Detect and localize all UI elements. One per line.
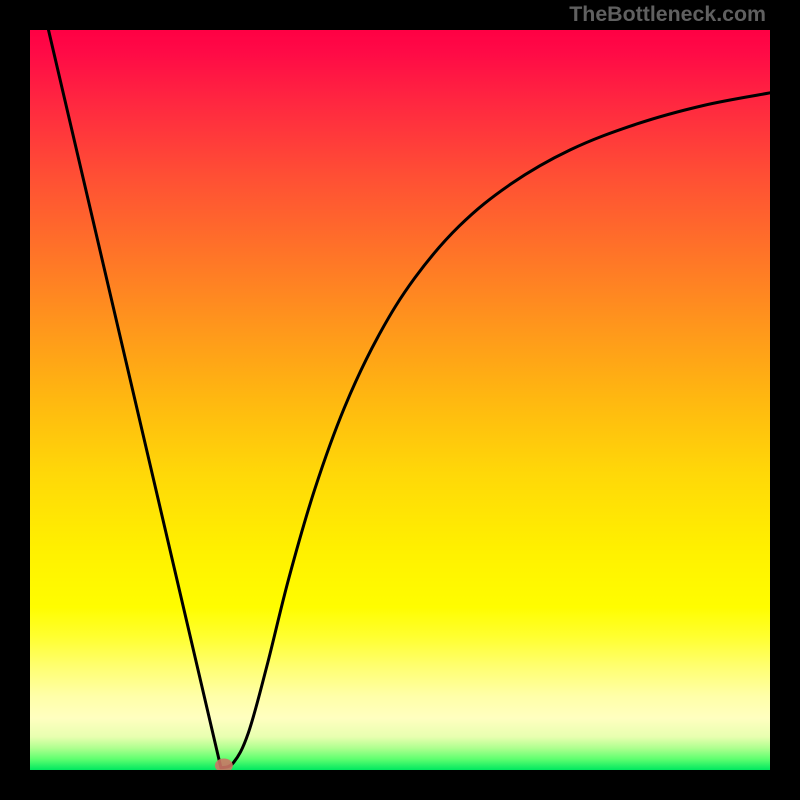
chart-frame: TheBottleneck.com — [0, 0, 800, 800]
plot-area — [30, 30, 770, 770]
minimum-marker — [215, 759, 233, 770]
bottleneck-curve — [30, 30, 770, 770]
watermark-text: TheBottleneck.com — [569, 2, 766, 27]
